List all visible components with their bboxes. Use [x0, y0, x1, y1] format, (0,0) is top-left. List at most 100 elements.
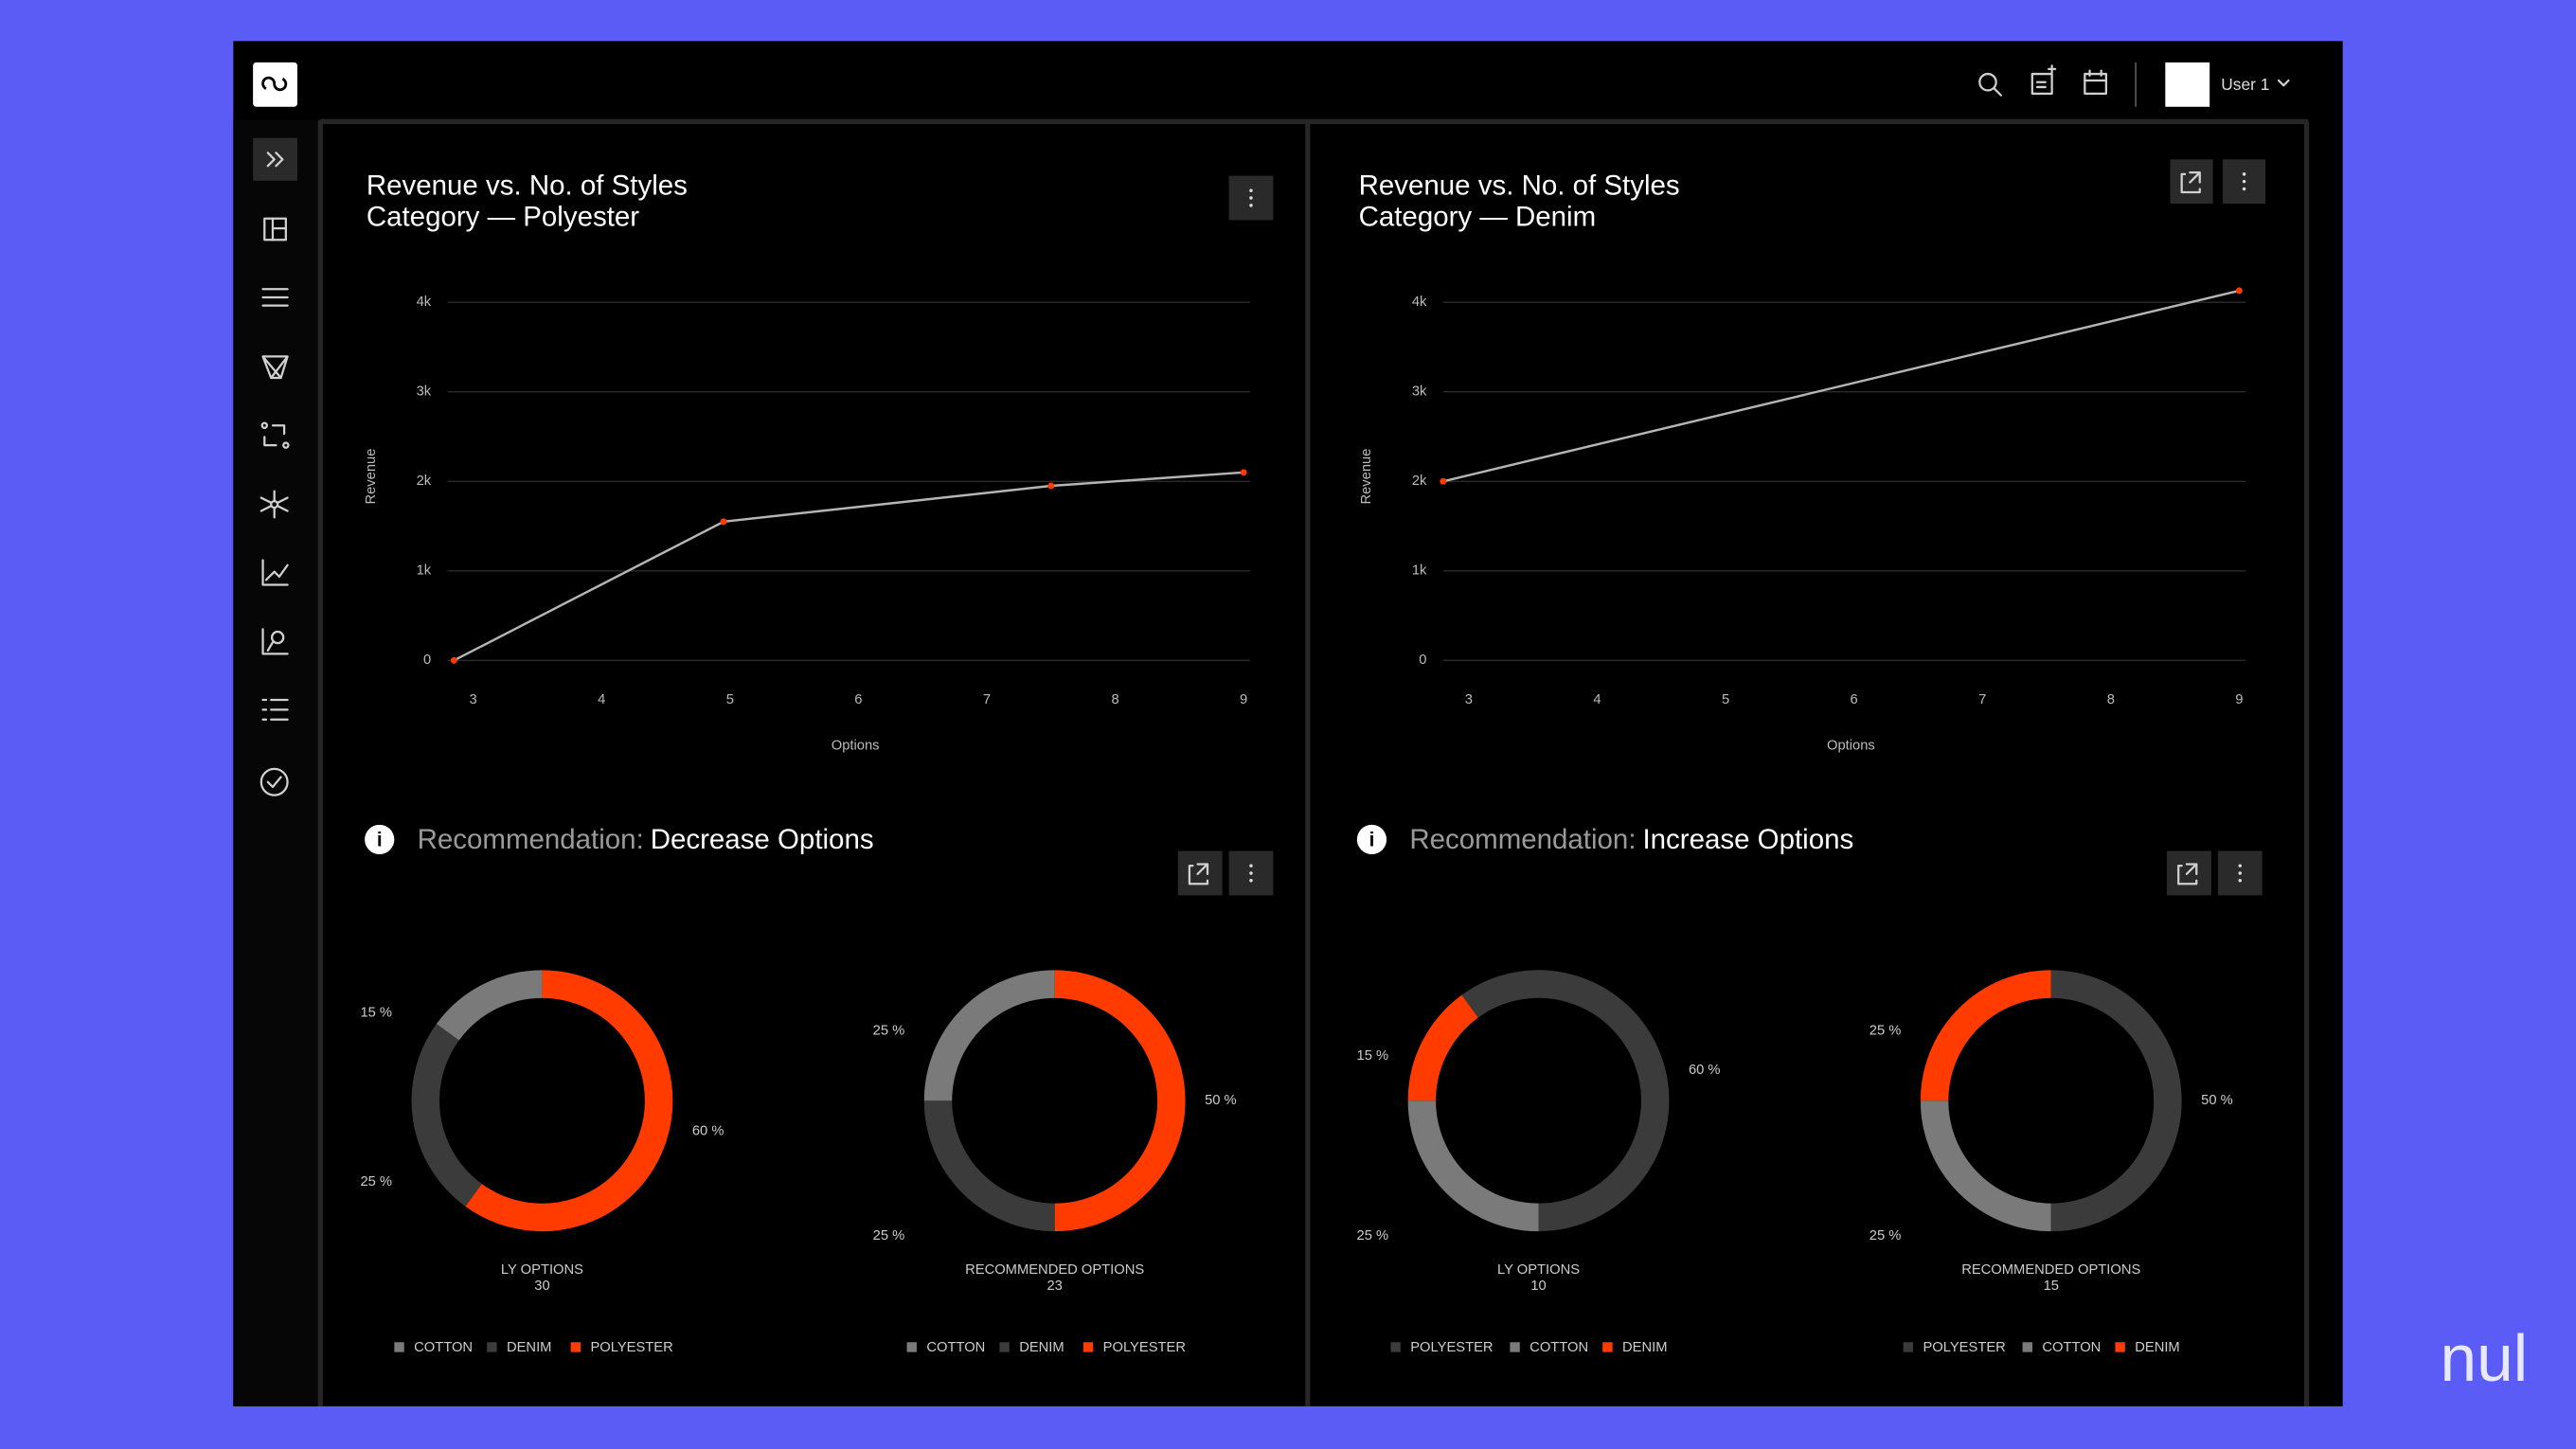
donut-menu-button[interactable]	[2217, 850, 2263, 896]
y-tick-label: 0	[423, 653, 431, 668]
donut-segment	[1407, 1100, 1539, 1232]
watermark: nul	[2441, 1321, 2529, 1395]
legend-swatch	[1390, 1342, 1401, 1352]
legend-label: POLYESTER	[1103, 1340, 1186, 1355]
line	[1442, 289, 2240, 483]
x-tick-label: 9	[1240, 692, 1247, 707]
donut-segment	[1920, 970, 2052, 1101]
y-tick-label: 3k	[1412, 385, 1427, 400]
donut-segment	[465, 970, 673, 1232]
value-label: 25 %	[1357, 1228, 1389, 1243]
expand-icon	[266, 152, 284, 168]
point	[2235, 287, 2243, 295]
y-tick-label: 2k	[417, 474, 432, 489]
donut-title: LY OPTIONS	[1497, 1262, 1580, 1278]
x-tick-label: 4	[598, 692, 605, 707]
nav-trend[interactable]	[261, 559, 289, 586]
legend-label: COTTON	[2042, 1340, 2101, 1355]
y-tick-label: 1k	[417, 564, 432, 579]
y-tick-label: 1k	[1412, 564, 1427, 579]
donut-total: 23	[1046, 1279, 1062, 1294]
nav-flow[interactable]	[260, 421, 290, 449]
x-tick-label: 8	[1111, 692, 1118, 707]
chart-menu-button[interactable]	[1228, 175, 1274, 221]
value-label: 15 %	[1357, 1048, 1389, 1064]
x-axis-label: Options	[1827, 738, 1875, 753]
logo-mark	[261, 76, 288, 92]
app-window	[233, 41, 2343, 1406]
x-tick-label: 5	[1722, 692, 1729, 707]
chart-menu-button[interactable]	[2223, 159, 2266, 205]
recommendation: Recommendation: Decrease Options	[418, 824, 874, 855]
donut-segment	[411, 1024, 483, 1207]
donut-open-button[interactable]	[1177, 850, 1223, 896]
value-label: 50 %	[1205, 1093, 1237, 1108]
y-tick-label: 4k	[1412, 295, 1427, 310]
recommendation-value: Decrease Options	[651, 824, 874, 855]
recommendation: Recommendation: Increase Options	[1409, 824, 1853, 855]
point	[720, 518, 727, 526]
value-label: 60 %	[1689, 1063, 1721, 1078]
x-tick-label: 8	[2107, 692, 2115, 707]
value-label: 25 %	[1869, 1228, 1902, 1243]
chart-open-button[interactable]	[2170, 159, 2213, 205]
legend-swatch	[1602, 1342, 1613, 1352]
report-icon[interactable]	[2030, 64, 2057, 96]
search-icon[interactable]	[1978, 72, 2002, 97]
donut-total: 15	[2044, 1279, 2059, 1294]
avatar[interactable]	[2165, 62, 2210, 107]
user-menu-chevron[interactable]	[2277, 79, 2290, 87]
donut-title: RECOMMENDED OPTIONS	[965, 1262, 1144, 1278]
legend-label: COTTON	[414, 1340, 473, 1355]
legend-label: DENIM	[1622, 1340, 1667, 1355]
donut-open-button[interactable]	[2167, 850, 2211, 896]
user-name[interactable]: User 1	[2221, 75, 2269, 94]
donut-title: RECOMMENDED OPTIONS	[1961, 1262, 2140, 1278]
legend-swatch	[1903, 1342, 1914, 1352]
donut-segment	[1054, 970, 1186, 1232]
donut-segment	[1407, 994, 1479, 1101]
legend-label: DENIM	[2135, 1340, 2179, 1355]
legend-swatch	[906, 1342, 917, 1352]
legend-swatch	[2115, 1342, 2125, 1352]
x-tick-label: 7	[1978, 692, 1986, 707]
value-label: 25 %	[360, 1174, 392, 1190]
donut-total: 10	[1530, 1279, 1546, 1294]
legend-label: POLYESTER	[1923, 1340, 2005, 1355]
recommendation-label: Recommendation:	[418, 824, 644, 855]
donut-total: 30	[534, 1279, 549, 1294]
donut-segment	[923, 970, 1056, 1101]
legend-swatch	[999, 1342, 1010, 1352]
legend-swatch	[487, 1342, 497, 1352]
x-tick-label: 3	[1465, 692, 1473, 707]
nav-network[interactable]	[259, 490, 289, 519]
legend-label: DENIM	[507, 1340, 551, 1355]
nav-tasks[interactable]	[261, 698, 289, 721]
nav-dashboard[interactable]	[263, 217, 287, 242]
nav-analysis[interactable]	[261, 628, 289, 655]
point	[1440, 477, 1447, 485]
donut-menu-button[interactable]	[1228, 850, 1274, 896]
nav-approvals[interactable]	[259, 767, 289, 796]
legend-label: COTTON	[926, 1340, 985, 1355]
legend-label: COTTON	[1530, 1340, 1588, 1355]
y-tick-label: 3k	[417, 385, 432, 400]
nav-map[interactable]	[261, 355, 289, 380]
x-tick-label: 4	[1593, 692, 1601, 707]
x-tick-label: 7	[983, 692, 991, 707]
chart-title: Revenue vs. No. of Styles	[1359, 170, 1680, 202]
chart-title: Revenue vs. No. of Styles	[367, 170, 688, 202]
line	[453, 471, 1244, 662]
y-axis-label: Revenue	[1359, 449, 1374, 505]
y-tick-label: 4k	[417, 295, 432, 310]
chart-subtitle: Category — Denim	[1359, 201, 1597, 232]
donut-segment	[436, 970, 543, 1041]
value-label: 25 %	[1869, 1024, 1902, 1039]
calendar-icon[interactable]	[2084, 69, 2108, 96]
legend-swatch	[394, 1342, 404, 1352]
legend-label: POLYESTER	[590, 1340, 672, 1355]
nav-list[interactable]	[261, 288, 289, 307]
y-tick-label: 2k	[1412, 474, 1427, 489]
